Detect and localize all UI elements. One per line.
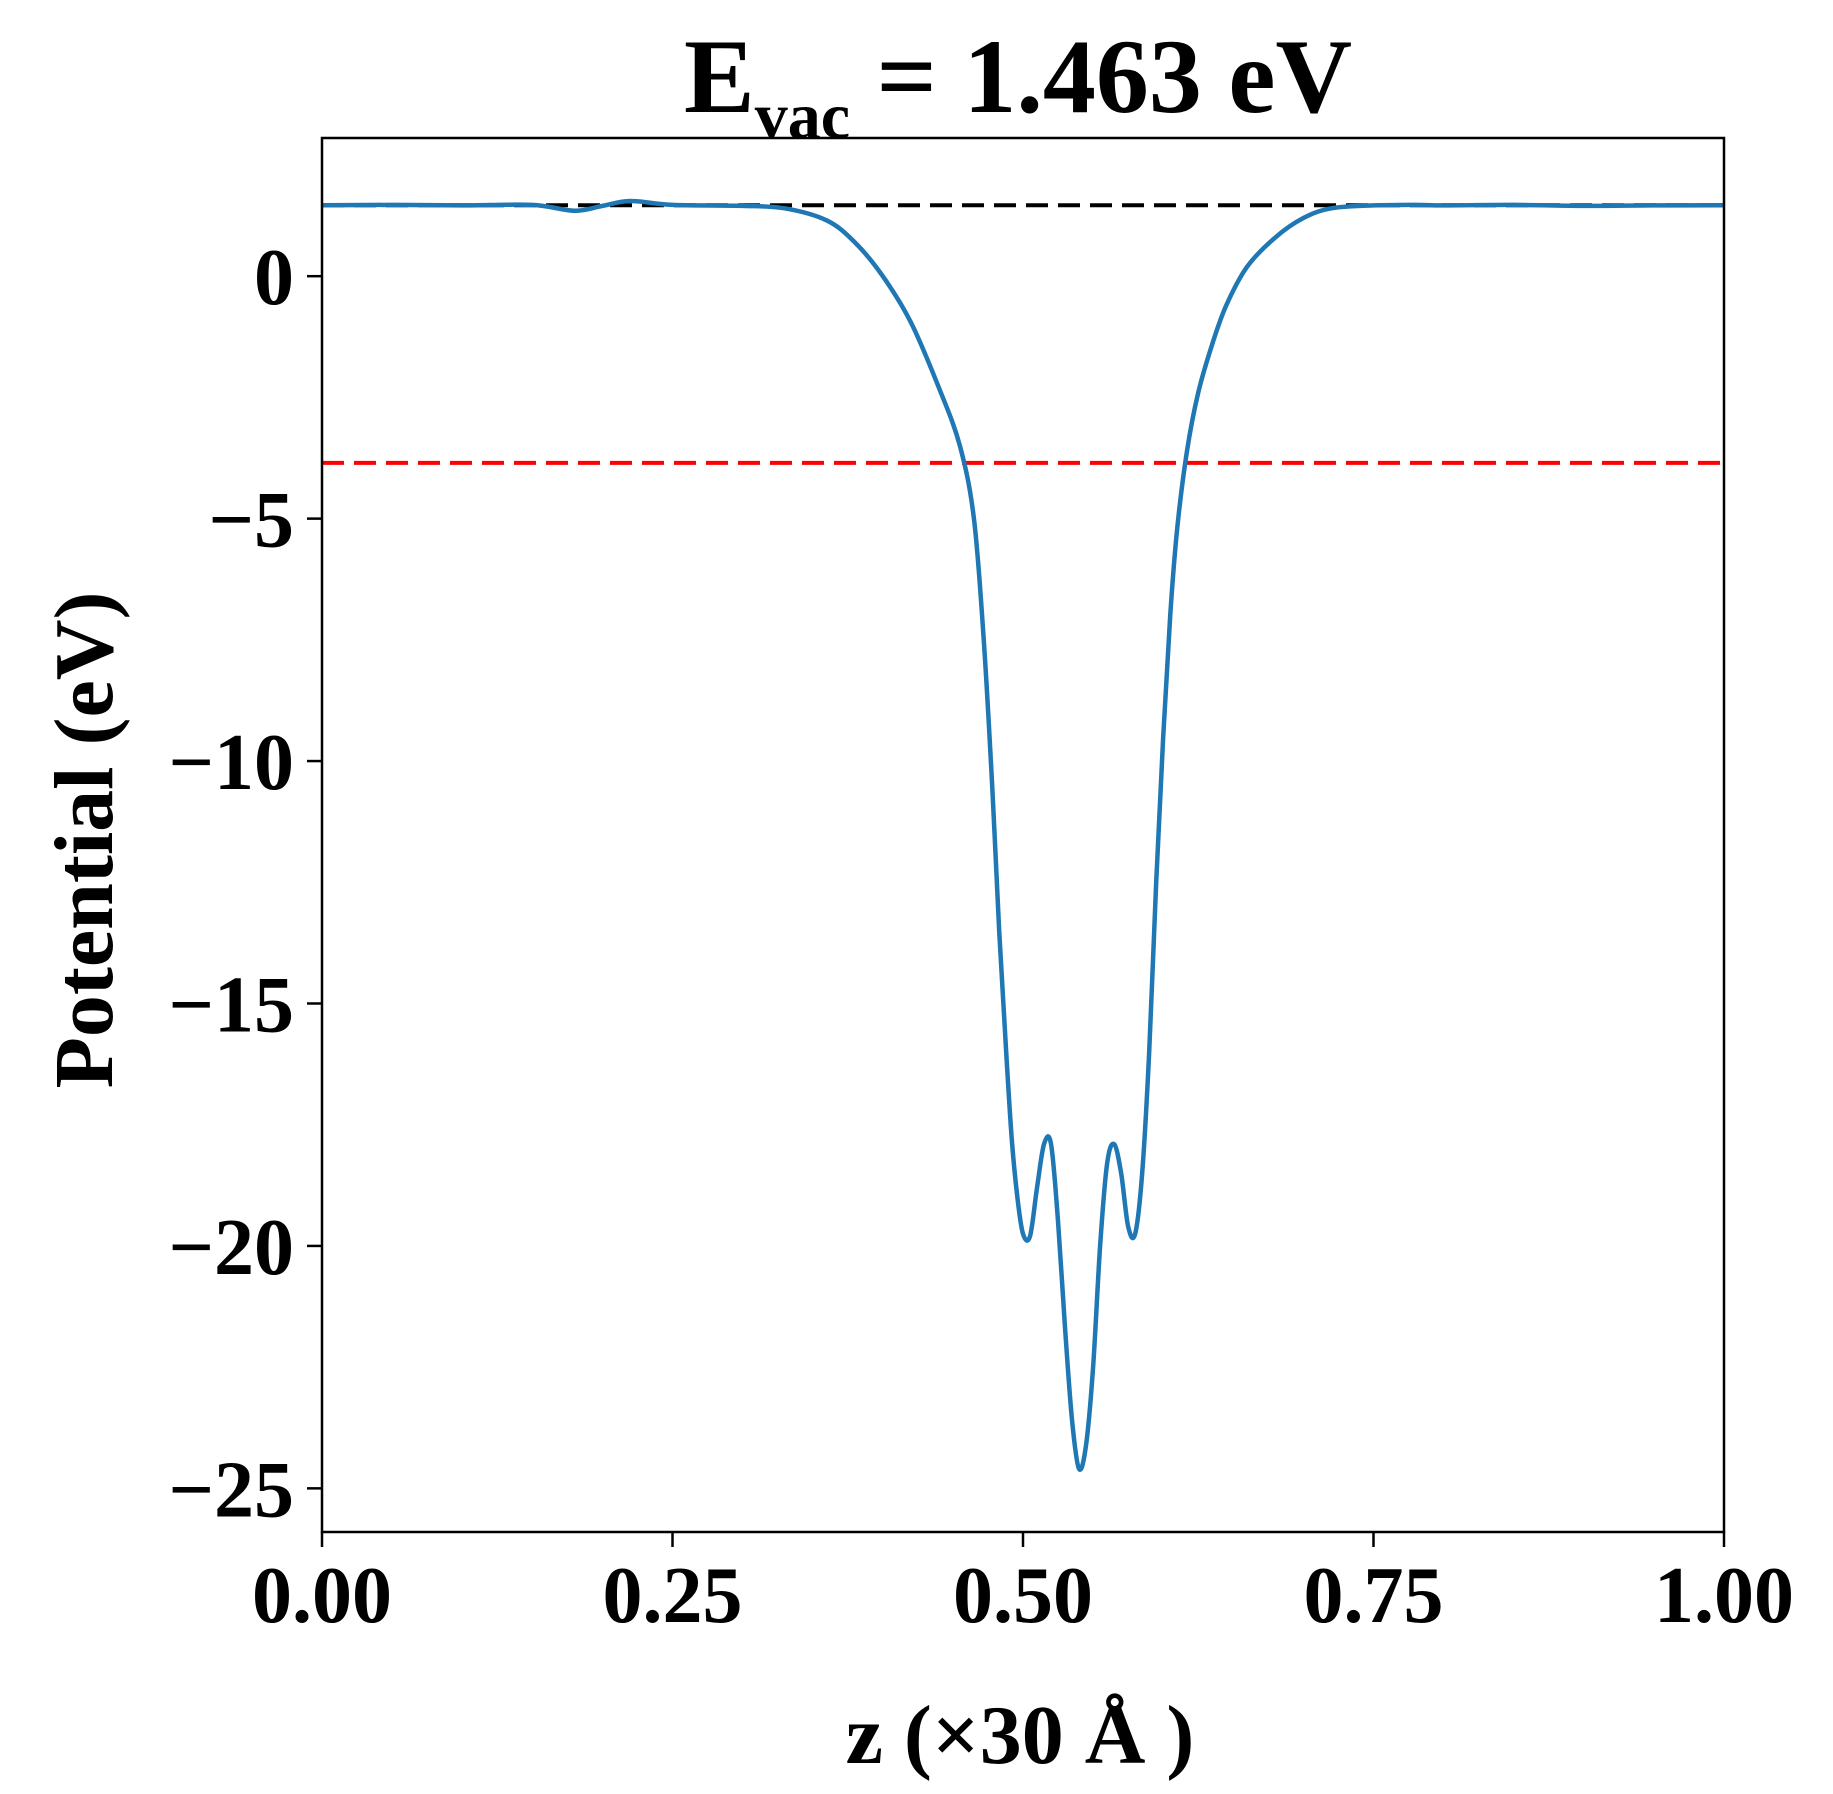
series-line-0 (322, 198, 1724, 1473)
plot-area: 0.00 0.25 0.50 0.75 1.00 0 −5 −10 −15 −20 −25 (168, 136, 1794, 1640)
y-axis-label: Potential (eV) (38, 592, 131, 1089)
x-tick-label: 0.25 (603, 1552, 743, 1640)
y-tick-label: −20 (168, 1204, 294, 1292)
x-tick-label: 0.50 (953, 1552, 1093, 1640)
y-tick-label: 0 (254, 234, 294, 322)
chart-title: Evac = 1.463 eV (684, 18, 1352, 153)
x-tick-label: 0.00 (252, 1552, 392, 1640)
plot-frame (320, 136, 1726, 1534)
chart-title-subscript: vac (755, 80, 850, 153)
x-axis-label: z (×30 Å ) (846, 1689, 1195, 1782)
chart-title-main: E (684, 18, 755, 135)
chart-title-rest: = 1.463 eV (850, 18, 1352, 135)
y-tick-label: −15 (168, 961, 294, 1049)
x-tick-label: 0.75 (1304, 1552, 1444, 1640)
data-layer (322, 198, 1724, 1473)
y-tick-label: −10 (168, 719, 294, 807)
y-tick-label: −5 (208, 477, 294, 565)
x-tick-label: 1.00 (1654, 1552, 1794, 1640)
y-tick-label: −25 (168, 1446, 294, 1534)
